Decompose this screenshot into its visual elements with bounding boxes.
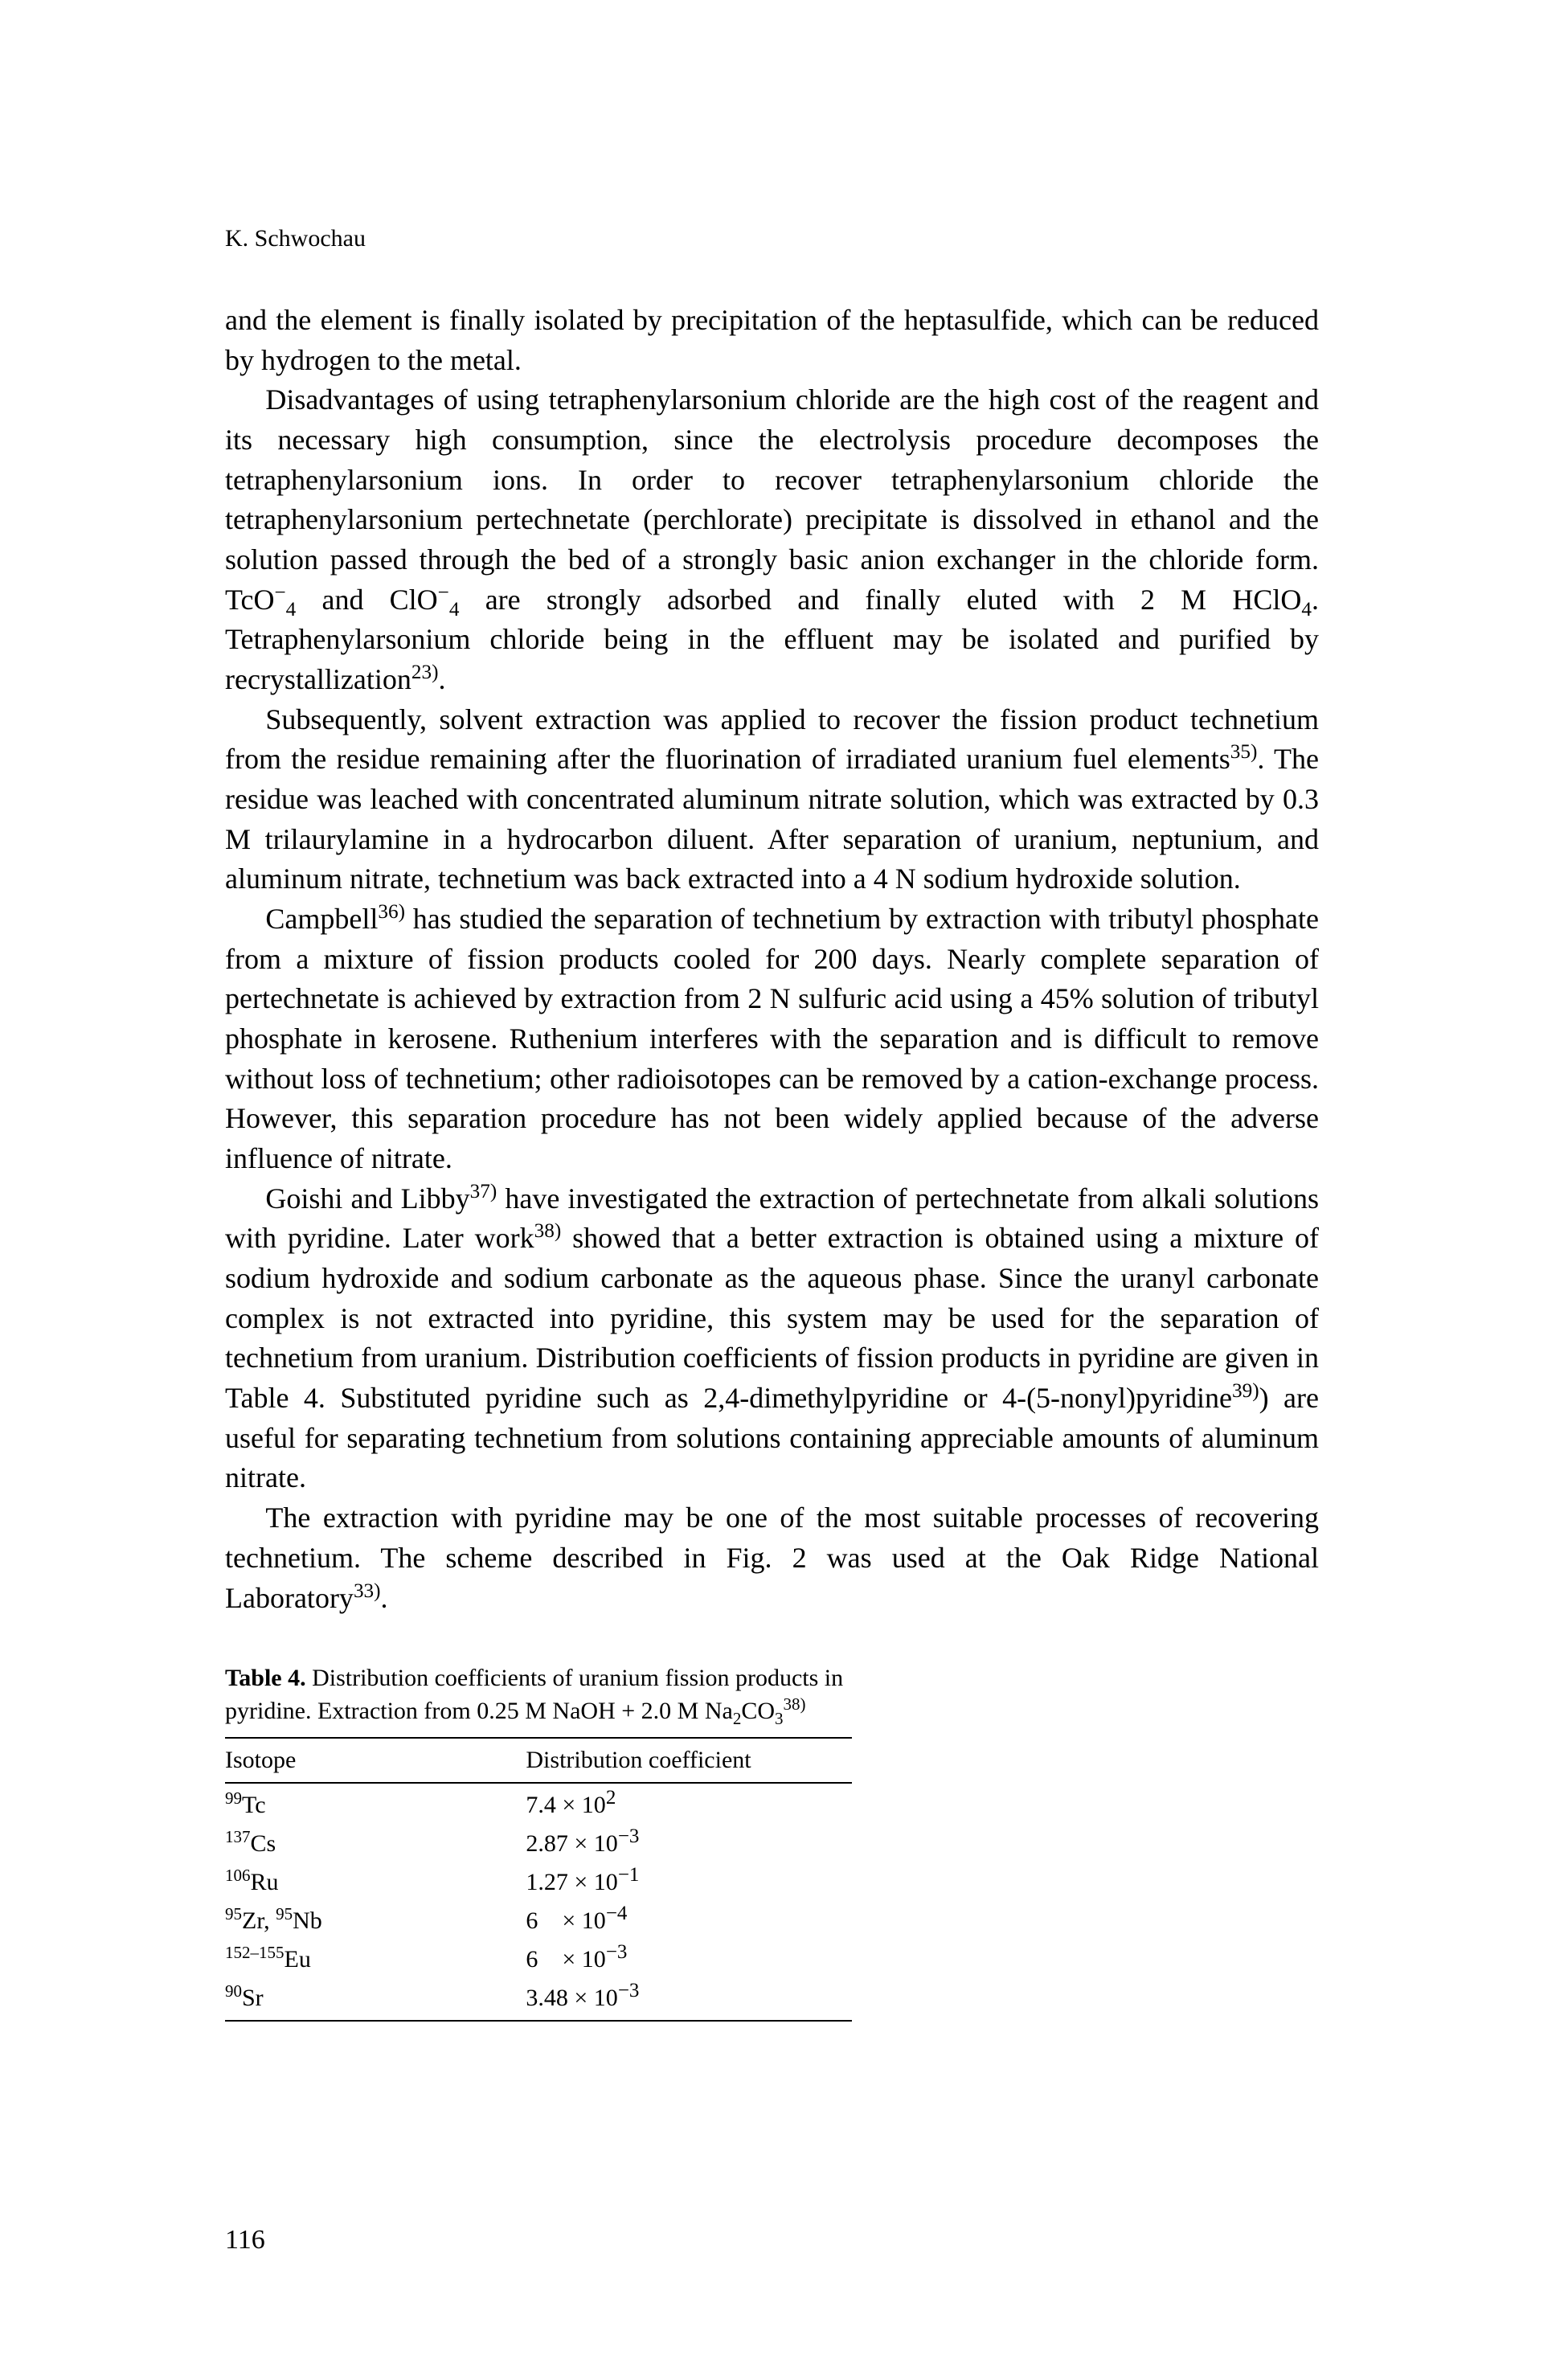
table-row: 99Tc7.4 × 102 <box>225 1783 852 1822</box>
paragraph-3: Subsequently, solvent extraction was app… <box>225 700 1319 899</box>
isotope-cell: 137Cs <box>225 1822 526 1861</box>
p2-text-e: . <box>438 663 445 695</box>
coefficient-cell: 6 × 10−4 <box>526 1899 852 1938</box>
isotope-cell: 106Ru <box>225 1861 526 1899</box>
ref-33: 33) <box>354 1580 381 1602</box>
tc-minus: − <box>274 582 285 604</box>
paragraph-6: The extraction with pyridine may be one … <box>225 1498 1319 1618</box>
coefficient-cell: 2.87 × 10−3 <box>526 1822 852 1861</box>
table-header-row: Isotope Distribution coefficient <box>225 1738 852 1783</box>
isotope-cell: 99Tc <box>225 1783 526 1822</box>
hclo-sub4: 4 <box>1301 599 1312 621</box>
p6-text-a: The extraction with pyridine may be one … <box>225 1502 1319 1613</box>
paragraph-5: Goishi and Libby37) have investigated th… <box>225 1179 1319 1498</box>
coefficient-cell: 3.48 × 10−3 <box>526 1977 852 2021</box>
tc-sub4: 4 <box>286 599 297 621</box>
isotope-cell: 152–155Eu <box>225 1938 526 1977</box>
table-row: 90Sr3.48 × 10−3 <box>225 1977 852 2021</box>
p4-text-b: has studied the separation of technetium… <box>225 903 1319 1174</box>
body-text: and the element is finally isolated by p… <box>225 301 1319 1618</box>
distribution-table: Isotope Distribution coefficient 99Tc7.4… <box>225 1737 852 2022</box>
coefficient-cell: 7.4 × 102 <box>526 1783 852 1822</box>
p4-text-a: Campbell <box>265 903 378 935</box>
paragraph-1: and the element is finally isolated by p… <box>225 301 1319 380</box>
isotope-cell: 95Zr, 95Nb <box>225 1899 526 1938</box>
co-sub3: 3 <box>775 1709 784 1728</box>
ref-23: 23) <box>411 662 439 683</box>
ref-35: 35) <box>1230 741 1258 763</box>
paragraph-2: Disadvantages of using tetraphenylarsoni… <box>225 380 1319 699</box>
clo-minus: − <box>438 582 449 604</box>
table-caption-bold: Table 4. <box>225 1665 306 1691</box>
p2-text-b: and ClO <box>296 584 437 616</box>
col-isotope: Isotope <box>225 1738 526 1783</box>
table-row: 95Zr, 95Nb6 × 10−4 <box>225 1899 852 1938</box>
clo-sub4: 4 <box>449 599 460 621</box>
p5-text-a: Goishi and Libby <box>265 1182 469 1215</box>
ref-38: 38) <box>534 1220 562 1242</box>
paragraph-4: Campbell36) has studied the separation o… <box>225 899 1319 1179</box>
table-caption: Table 4. Distribution coefficients of ur… <box>225 1662 852 1727</box>
p6-text-b: . <box>381 1582 388 1614</box>
coefficient-cell: 6 × 10−3 <box>526 1938 852 1977</box>
ref-36: 36) <box>378 901 405 923</box>
table-caption-rest-b: CO <box>741 1698 775 1724</box>
na-sub2: 2 <box>733 1709 742 1728</box>
p2-text-c: are strongly adsorbed and finally eluted… <box>459 584 1301 616</box>
coefficient-cell: 1.27 × 10−1 <box>526 1861 852 1899</box>
table-row: 106Ru1.27 × 10−1 <box>225 1861 852 1899</box>
ref-39: 39) <box>1232 1380 1259 1402</box>
table-row: 137Cs2.87 × 10−3 <box>225 1822 852 1861</box>
table-row: 152–155Eu6 × 10−3 <box>225 1938 852 1977</box>
page-number: 116 <box>225 2225 265 2255</box>
ref-37: 37) <box>470 1181 497 1202</box>
caption-ref-38: 38) <box>784 1694 806 1714</box>
author-name: K. Schwochau <box>225 225 1319 252</box>
p3-text-a: Subsequently, solvent extraction was app… <box>225 703 1319 776</box>
isotope-cell: 90Sr <box>225 1977 526 2021</box>
col-coef: Distribution coefficient <box>526 1738 852 1783</box>
p2-text-a: Disadvantages of using tetraphenylarsoni… <box>225 383 1319 615</box>
table-4: Table 4. Distribution coefficients of ur… <box>225 1662 852 2022</box>
